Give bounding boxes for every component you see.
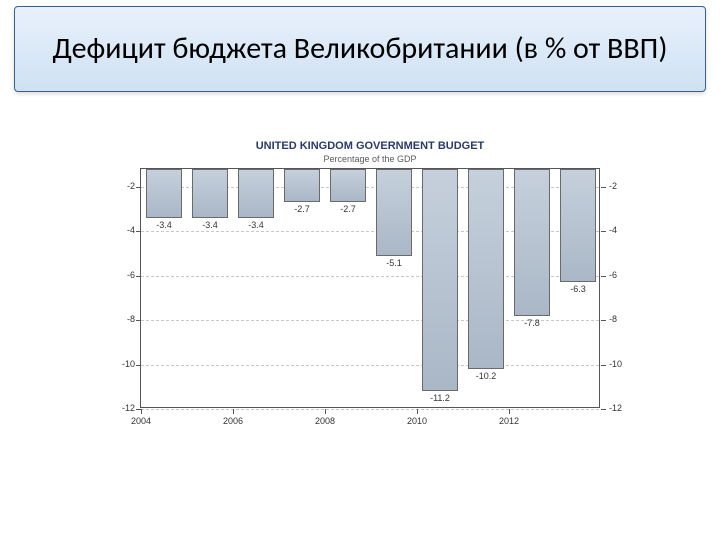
bar-value-label: -2.7: [340, 204, 356, 214]
x-tick-label: 2006: [223, 416, 243, 426]
y-tick-label-right: -6: [609, 270, 617, 280]
y-tickmark-left: [136, 276, 141, 277]
bar: [330, 169, 366, 202]
y-tick-label-right: -12: [609, 403, 622, 413]
slide: Дефицит бюджета Великобритании (в % от В…: [0, 0, 720, 540]
y-tickmark-right: [601, 231, 606, 232]
y-tick-label-left: -4: [113, 225, 135, 235]
chart-title: UNITED KINGDOM GOVERNMENT BUDGET: [120, 140, 620, 152]
x-tickmark: [325, 409, 326, 414]
bar: [146, 169, 182, 218]
y-tickmark-right: [601, 320, 606, 321]
x-tickmark: [141, 409, 142, 414]
y-tick-label-left: -8: [113, 314, 135, 324]
x-tick-label: 2012: [499, 416, 519, 426]
chart-container: UNITED KINGDOM GOVERNMENT BUDGET Percent…: [120, 140, 620, 440]
bar: [376, 169, 412, 256]
bar-value-label: -2.7: [294, 204, 310, 214]
y-tickmark-right: [601, 187, 606, 188]
bar-value-label: -7.8: [524, 318, 540, 328]
x-tickmark: [233, 409, 234, 414]
y-tickmark-right: [601, 276, 606, 277]
chart-subtitle: Percentage of the GDP: [120, 154, 620, 164]
gridline: [141, 409, 599, 410]
y-tickmark-left: [136, 231, 141, 232]
bar-value-label: -6.3: [570, 284, 586, 294]
x-tick-label: 2008: [315, 416, 335, 426]
x-tick-label: 2004: [131, 416, 151, 426]
y-tickmark-left: [136, 320, 141, 321]
bar-value-label: -3.4: [248, 220, 264, 230]
y-tick-label-left: -6: [113, 270, 135, 280]
bar-value-label: -11.2: [430, 393, 450, 403]
bar: [422, 169, 458, 391]
y-tick-label-left: -12: [113, 403, 135, 413]
bar: [560, 169, 596, 282]
y-tick-label-right: -8: [609, 314, 617, 324]
bar: [468, 169, 504, 369]
bar: [514, 169, 550, 316]
slide-title: Дефицит бюджета Великобритании (в % от В…: [14, 6, 706, 92]
gridline: [141, 365, 599, 366]
bar-value-label: -10.2: [476, 371, 497, 381]
x-tick-label: 2010: [407, 416, 427, 426]
y-tickmark-right: [601, 365, 606, 366]
y-tick-label-right: -2: [609, 181, 617, 191]
bar: [284, 169, 320, 202]
x-tickmark: [417, 409, 418, 414]
bar-value-label: -3.4: [156, 220, 172, 230]
bar: [238, 169, 274, 218]
bar: [192, 169, 228, 218]
bar-value-label: -5.1: [386, 258, 402, 268]
bar-value-label: -3.4: [202, 220, 218, 230]
y-tick-label-right: -10: [609, 359, 622, 369]
y-tickmark-left: [136, 187, 141, 188]
y-tick-label-right: -4: [609, 225, 617, 235]
y-tickmark-right: [601, 409, 606, 410]
y-tickmark-left: [136, 365, 141, 366]
x-tickmark: [509, 409, 510, 414]
y-tick-label-left: -10: [113, 359, 135, 369]
y-tick-label-left: -2: [113, 181, 135, 191]
chart-plot-area: -2-2-4-4-6-6-8-8-10-10-12-12-3.4-3.4-3.4…: [140, 168, 600, 408]
